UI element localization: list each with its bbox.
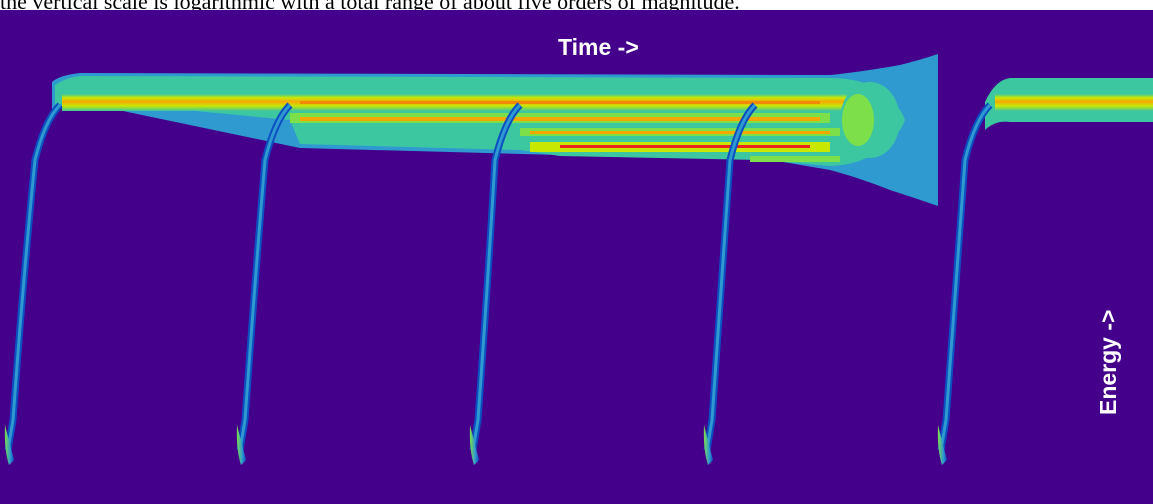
spectrogram-svg [4, 54, 1153, 465]
main-band-red-line [300, 101, 820, 104]
decay-curve [939, 103, 992, 451]
pulse5-core [995, 94, 1153, 111]
decay-curve [471, 103, 522, 451]
decay-curve-tail [703, 425, 713, 465]
multiband-region [290, 82, 900, 162]
decay-curve-tail [469, 425, 479, 465]
caption-text: the vertical scale is logarithmic with a… [0, 0, 740, 13]
decay-curve [6, 103, 62, 451]
x-axis-label: Time -> [558, 34, 639, 60]
decay-curve-tail [4, 425, 14, 465]
decay-curve-tail [236, 425, 246, 465]
spectrogram-plot: Time -> Energy -> [0, 10, 1153, 504]
decay-curve-tail [937, 425, 947, 465]
decay-curves [4, 102, 993, 465]
decay-curve [705, 103, 757, 451]
y-axis-label: Energy -> [1095, 309, 1121, 415]
decay-curve [238, 103, 292, 451]
